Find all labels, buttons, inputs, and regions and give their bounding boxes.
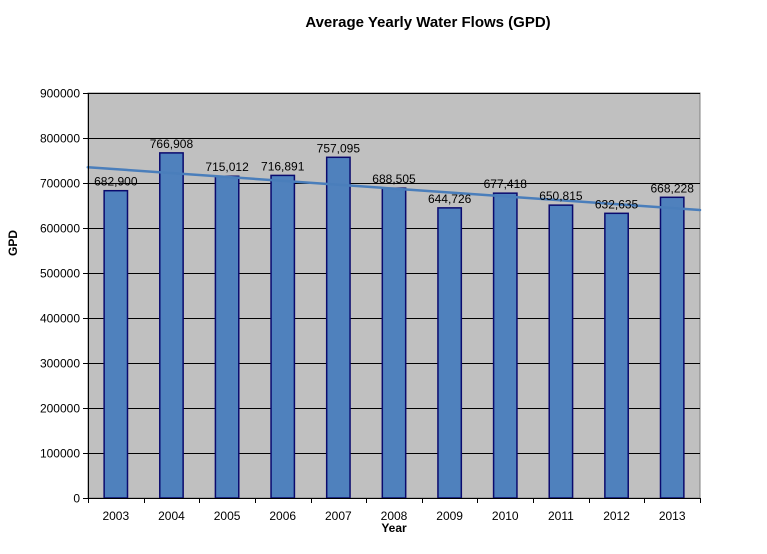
data-label: 644,726 bbox=[428, 192, 472, 206]
x-tick-label: 2007 bbox=[325, 509, 352, 523]
data-labels: 682,900 766,908 715,012 716,891 757,095 688,5… bbox=[94, 137, 694, 211]
trendline-group bbox=[86, 166, 702, 212]
bar-2007 bbox=[325, 156, 351, 499]
bar-2005 bbox=[214, 175, 240, 499]
x-tick-label: 2004 bbox=[158, 509, 185, 523]
data-label: 668,228 bbox=[650, 181, 694, 195]
x-tick-label: 2005 bbox=[214, 509, 241, 523]
data-label: 757,095 bbox=[317, 141, 361, 155]
y-tick-label: 200000 bbox=[40, 402, 80, 416]
data-label: 766,908 bbox=[150, 137, 194, 151]
x-tick-label: 2003 bbox=[102, 509, 129, 523]
y-tick-label: 400000 bbox=[40, 312, 80, 326]
bar-2010 bbox=[492, 192, 518, 499]
y-tick-label: 700000 bbox=[40, 177, 80, 191]
data-label: 650,815 bbox=[539, 189, 583, 203]
x-tick-label: 2011 bbox=[548, 509, 574, 523]
data-label: 716,891 bbox=[261, 159, 305, 173]
data-label: 677,418 bbox=[484, 177, 528, 191]
x-tick-label: 2006 bbox=[269, 509, 296, 523]
y-tick-labels: 0 100000 200000 300000 400000 500000 600000 700… bbox=[40, 87, 80, 506]
x-tick-label: 2013 bbox=[659, 509, 686, 523]
data-label: 715,012 bbox=[205, 160, 249, 174]
y-tick-label: 300000 bbox=[40, 357, 80, 371]
trendline bbox=[86, 166, 702, 212]
bar-2003 bbox=[103, 189, 129, 499]
y-tick-label: 800000 bbox=[40, 132, 80, 146]
x-tick-label: 2012 bbox=[603, 509, 630, 523]
x-tick-label: 2009 bbox=[436, 509, 463, 523]
data-label: 682,900 bbox=[94, 175, 138, 189]
y-tick-label: 500000 bbox=[40, 267, 80, 281]
x-tick-labels: 2003 2004 2005 2006 2007 2008 2009 2010 2011 2012… bbox=[102, 509, 685, 523]
y-axis-title: GPD bbox=[6, 230, 20, 256]
bar-2006 bbox=[270, 174, 296, 499]
data-label: 688,505 bbox=[372, 172, 416, 186]
y-tick-label: 100000 bbox=[40, 447, 80, 461]
axes bbox=[83, 93, 701, 503]
bar-2004 bbox=[159, 152, 184, 499]
data-label: 632,635 bbox=[595, 197, 639, 211]
y-tick-label: 600000 bbox=[40, 222, 80, 236]
bar-2013 bbox=[659, 196, 685, 499]
bar-2011 bbox=[548, 204, 574, 499]
bars bbox=[103, 152, 685, 499]
bar-2009 bbox=[437, 207, 463, 499]
x-tick-label: 2008 bbox=[381, 509, 408, 523]
x-tick-label: 2010 bbox=[492, 509, 519, 523]
chart-title: Average Yearly Water Flows (GPD) bbox=[305, 14, 550, 31]
bar-2008 bbox=[381, 187, 407, 499]
bar-2012 bbox=[604, 212, 629, 499]
x-axis-title: Year bbox=[381, 521, 407, 535]
y-tick-label: 0 bbox=[73, 492, 80, 506]
y-tick-label: 900000 bbox=[40, 87, 80, 101]
